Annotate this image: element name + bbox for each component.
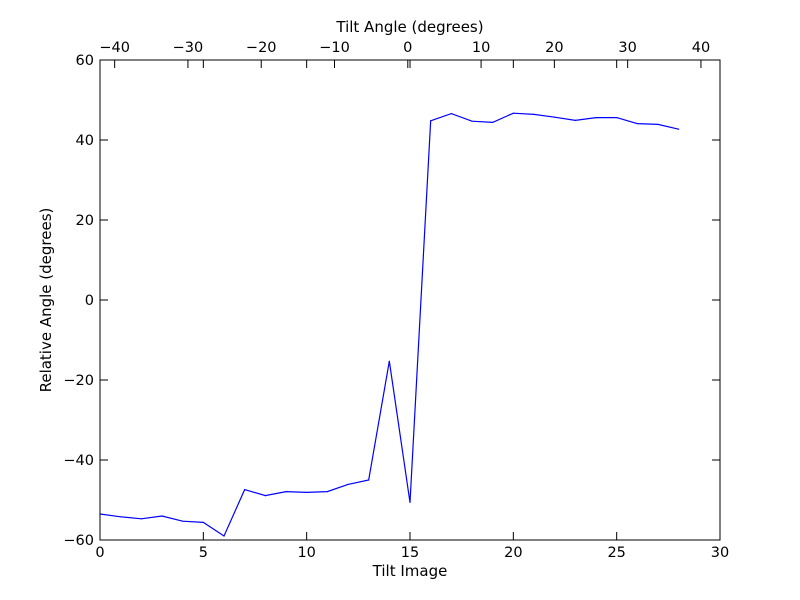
data-point [161,515,163,517]
top-x-tick-label: −30 [173,40,204,56]
x-tick-label: 15 [401,545,419,561]
data-point [388,360,390,362]
top-x-tick-label: 40 [692,40,710,56]
x-tick-label: 5 [199,545,208,561]
data-point [347,483,349,485]
data-point [182,520,184,522]
y-tick-label: 60 [76,53,94,69]
top-x-tick-label: −20 [246,40,277,56]
x-tick-label: 10 [297,545,315,561]
data-point [409,501,411,503]
x-tick-label: 25 [607,545,625,561]
data-point [450,113,452,115]
y-tick-label: −40 [63,453,94,469]
x-tick-label: 20 [504,545,522,561]
data-point [368,479,370,481]
y-axis-title: Relative Angle (degrees) [37,208,55,393]
data-point [223,535,225,537]
top-x-tick-label: 10 [472,40,490,56]
data-point [616,117,618,119]
x-tick-label: 30 [711,545,729,561]
y-tick-label: 0 [85,293,94,309]
data-point [306,491,308,493]
data-point [574,119,576,121]
top-axis-title: Tilt Angle (degrees) [335,18,483,36]
y-tick-label: −20 [63,373,94,389]
y-tick-label: 40 [76,133,94,149]
data-point [430,120,432,122]
data-point [140,518,142,520]
ticks: 0 5 10 15 20 25 30 −60 −40 −20 0 20 40 60 −40 −30 −20 −10… [63,40,729,561]
data-point [471,120,473,122]
data-point [533,113,535,115]
data-point [202,521,204,524]
top-x-tick-label: −40 [99,40,130,56]
top-x-tick-label: 20 [545,40,563,56]
data-point [244,489,246,491]
y-tick-label: −60 [63,533,94,549]
top-x-tick-label: 30 [618,40,636,56]
data-point [657,123,659,125]
data-point [264,495,266,497]
data-point [554,116,556,118]
top-x-tick-label: 0 [403,40,412,56]
data-point [512,112,514,114]
y-tick-label: 20 [76,213,94,229]
series-line [99,112,679,537]
x-tick-label: 0 [95,545,104,561]
data-point [285,491,287,493]
data-point [636,123,638,125]
top-x-tick-label: −10 [319,40,350,56]
data-point [678,128,680,130]
plot-area [99,112,680,537]
data-point [492,121,494,123]
x-axis-title: Tilt Image [372,562,448,580]
data-point [326,491,328,493]
data-point [595,117,597,119]
plot-frame [99,59,721,541]
data-point [120,516,122,518]
